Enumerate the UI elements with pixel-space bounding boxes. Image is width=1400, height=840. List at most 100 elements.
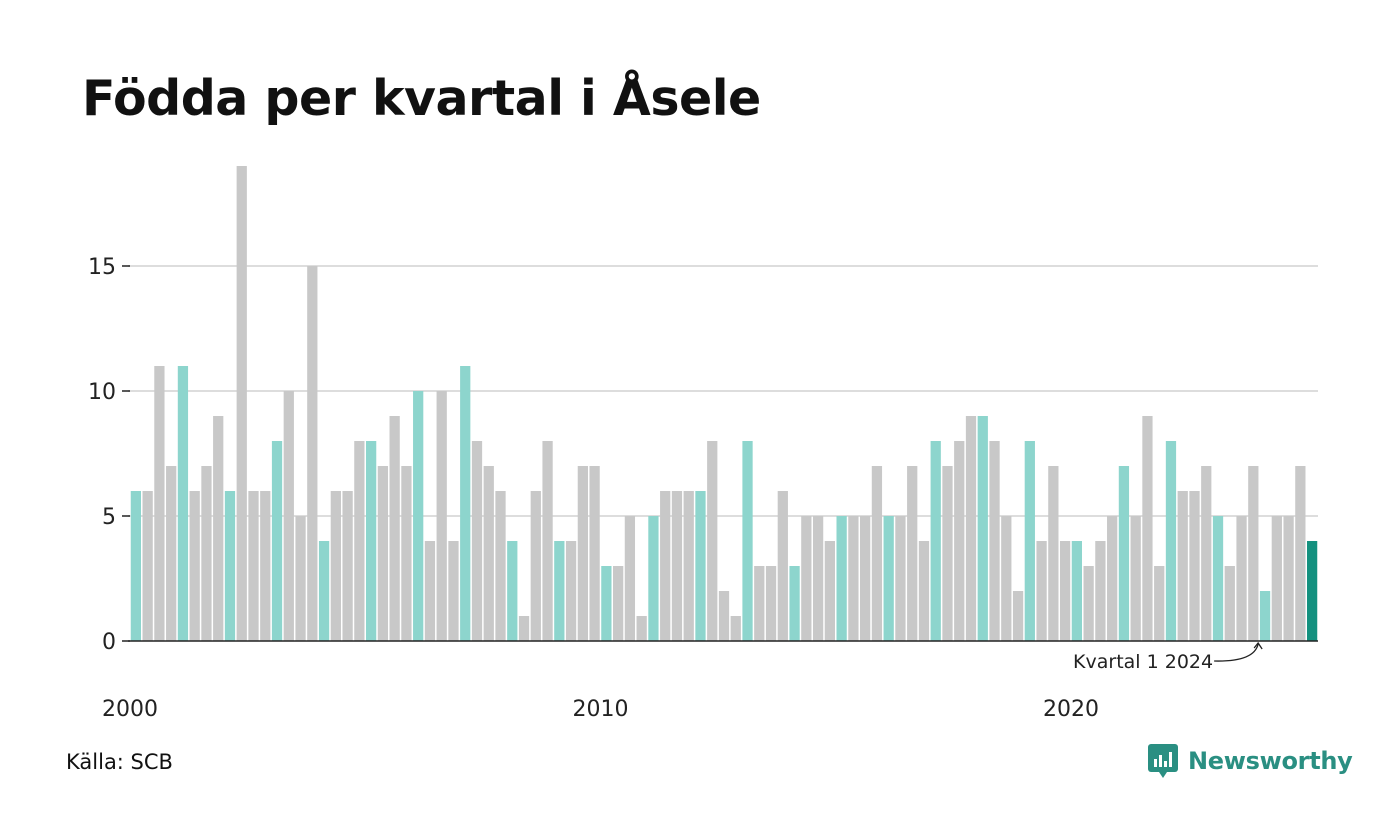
- grid-lines: [128, 265, 1318, 517]
- bar: [318, 541, 330, 641]
- bar: [460, 366, 471, 641]
- bar: [871, 466, 883, 641]
- bar: [365, 441, 377, 641]
- bar: [648, 516, 659, 641]
- bar: [1271, 516, 1282, 641]
- x-tick-label: 2010: [572, 697, 628, 722]
- bar: [989, 441, 1000, 641]
- bar: [166, 466, 177, 641]
- bar: [624, 516, 636, 641]
- bar: [448, 541, 459, 641]
- bar: [342, 491, 353, 641]
- y-tick-label: 10: [88, 380, 116, 405]
- bar: [907, 466, 918, 641]
- bar: [130, 491, 142, 641]
- bar: [283, 391, 294, 641]
- bar: [1059, 541, 1071, 641]
- bar: [330, 491, 341, 641]
- bar: [1001, 516, 1012, 641]
- bar: [1201, 466, 1212, 641]
- bar: [660, 491, 671, 641]
- bar: [777, 491, 788, 641]
- bar: [201, 466, 212, 641]
- bar: [436, 391, 447, 641]
- bar: [1189, 491, 1200, 641]
- bar: [683, 491, 694, 641]
- bar: [1118, 466, 1130, 641]
- annotation-label: Kvartal 1 2024: [1073, 651, 1213, 673]
- bar: [377, 466, 389, 641]
- bar: [954, 441, 965, 641]
- bar: [1083, 566, 1094, 641]
- bar: [789, 566, 800, 641]
- bar: [589, 466, 600, 641]
- bar: [1283, 516, 1294, 641]
- bars: [130, 166, 1318, 641]
- y-tick-label: 5: [102, 505, 116, 530]
- bar: [213, 416, 224, 641]
- bar: [1259, 591, 1271, 641]
- bar: [718, 591, 730, 641]
- bar: [1095, 541, 1106, 641]
- bar: [1107, 516, 1118, 641]
- bar: [1212, 516, 1224, 641]
- bar: [1236, 516, 1247, 641]
- bar: [1224, 566, 1235, 641]
- bar: [530, 491, 541, 641]
- bar: [248, 491, 259, 641]
- annotation-arrow: [1214, 643, 1259, 662]
- bar: [860, 516, 871, 641]
- bar: [671, 491, 683, 641]
- bar: [754, 566, 765, 641]
- bar: [577, 466, 588, 641]
- bar: [965, 416, 977, 641]
- bar: [1012, 591, 1024, 641]
- bar: [613, 566, 624, 641]
- newsworthy-logo-icon: [1148, 744, 1178, 778]
- bar: [271, 441, 283, 641]
- x-tick-label: 2020: [1043, 697, 1099, 722]
- brand-name: Newsworthy: [1188, 747, 1353, 775]
- bar: [507, 541, 518, 641]
- bar: [413, 391, 424, 641]
- bar: [730, 616, 741, 641]
- bar: [518, 616, 530, 641]
- bar: [742, 441, 753, 641]
- bar: [307, 266, 318, 641]
- bar: [1177, 491, 1188, 641]
- bar: [1295, 466, 1306, 641]
- y-tick-label: 15: [88, 255, 116, 280]
- bar: [565, 541, 577, 641]
- bar: [177, 366, 189, 641]
- x-tick-label: 2000: [102, 697, 158, 722]
- bar: [801, 516, 812, 641]
- annotation: Kvartal 1 2024: [1073, 641, 1263, 673]
- bar: [260, 491, 271, 641]
- bar: [883, 516, 894, 641]
- bar: [636, 616, 647, 641]
- bar: [812, 516, 824, 641]
- brand-logo[interactable]: Newsworthy: [1148, 744, 1353, 778]
- bar: [942, 466, 953, 641]
- bar: [154, 366, 165, 641]
- bar: [1306, 541, 1318, 641]
- bar: [1036, 541, 1047, 641]
- bar: [848, 516, 859, 641]
- chart-title: Födda per kvartal i Åsele: [82, 70, 761, 127]
- bar: [707, 441, 718, 641]
- bar: [1248, 466, 1259, 641]
- bar: [224, 491, 236, 641]
- bar: [142, 491, 153, 641]
- bar: [1071, 541, 1083, 641]
- y-axis: 0 5 10 15: [88, 255, 130, 655]
- bar: [554, 541, 565, 641]
- bar: [977, 416, 988, 641]
- bar: [483, 466, 494, 641]
- bar: [1142, 416, 1153, 641]
- bar: [389, 416, 400, 641]
- bar: [930, 441, 941, 641]
- bar: [1154, 566, 1165, 641]
- bar: [424, 541, 436, 641]
- bar: [836, 516, 847, 641]
- bar: [1130, 516, 1141, 641]
